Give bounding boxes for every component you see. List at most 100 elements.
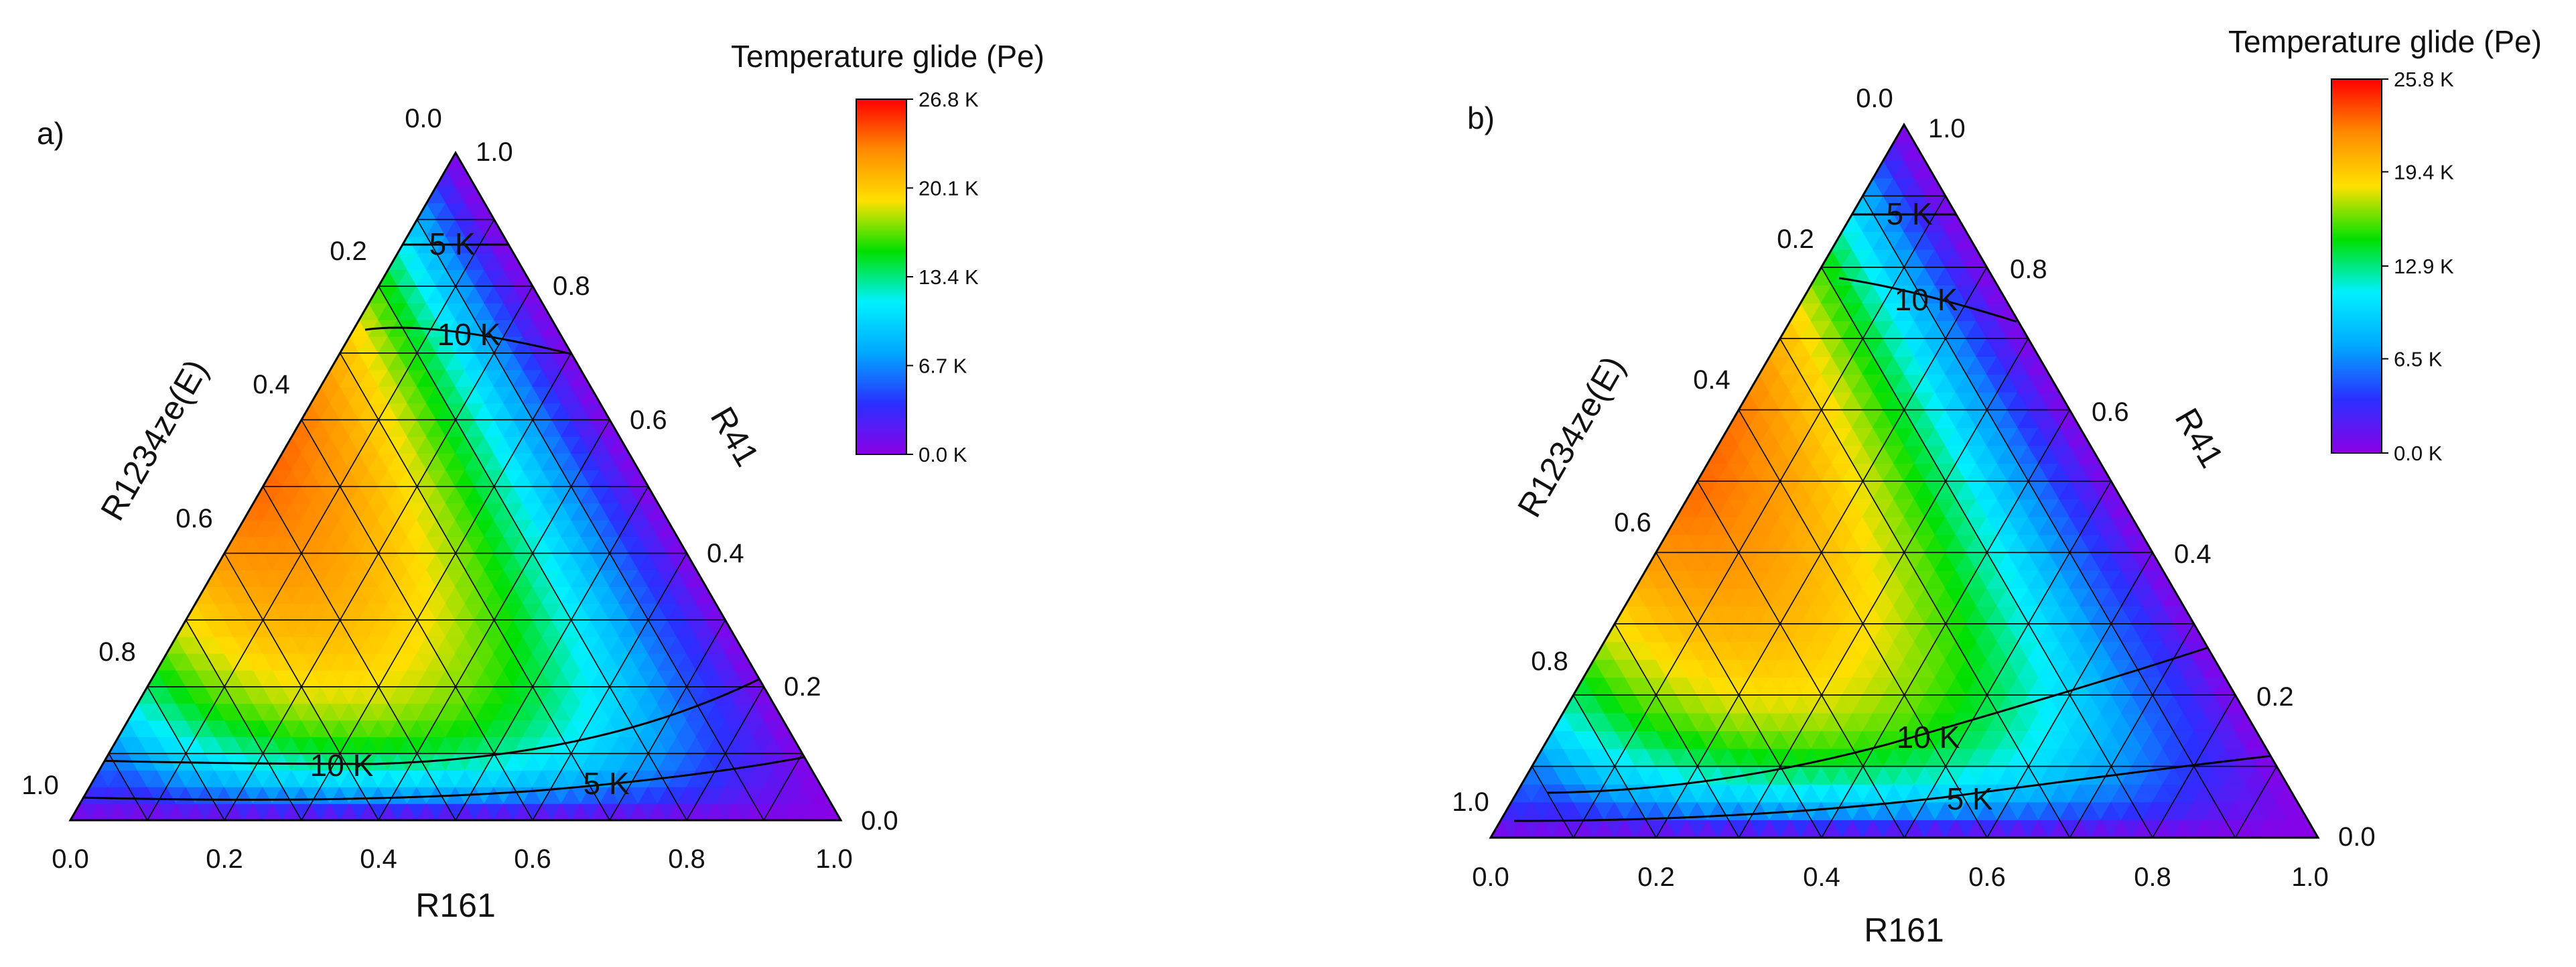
axis-title-bottom-a: R161 [415,887,496,924]
tick-right-b-2: 0.4 [2174,539,2212,569]
tick-left-a-4: 0.8 [98,637,136,667]
tick-bottom-b-5: 1.0 [2291,862,2329,892]
grid-line [416,219,764,820]
colorbar-tick-label: 0.0 K [919,443,967,466]
contour-line-10k-top-a [364,326,577,357]
tick-right-a-4: 0.8 [553,271,590,301]
bottom-ticks-a: 0.0 0.2 0.4 0.6 0.8 1.0 [52,844,853,874]
colorbar-ticks-b: 25.8 K 19.4 K 12.9 K 6.5 K 0.0 K [2382,68,2454,465]
tick-bottom-a-2: 0.4 [360,844,397,874]
tick-left-b-4: 0.8 [1531,647,1568,676]
tick-bottom-a-4: 0.8 [668,844,705,874]
colorbar-tick-label: 13.4 K [919,265,979,289]
tick-right-a-0: 0.0 [861,806,898,836]
contour-lines-a [78,243,805,801]
ternary-panel-b: b) 5 K 10 K 10 K 5 K 0.0 0.2 0.4 0.6 0.8… [1452,24,2542,949]
grid-line [532,553,687,820]
tick-left-b-5: 1.0 [1452,787,1489,817]
tick-left-b-1: 0.2 [1777,224,1814,254]
tick-bottom-a-1: 0.2 [206,844,243,874]
panel-label-a: a) [37,116,64,151]
tick-right-a-2: 0.4 [707,539,744,568]
tick-left-a-1: 0.2 [330,237,367,266]
tick-bottom-a-5: 1.0 [815,844,853,874]
tick-right-a-5: 1.0 [476,137,513,167]
grid-line [262,486,456,820]
contour-label-10k-bottom-b: 10 K [1897,720,1960,755]
heatmap-cell [445,153,466,170]
bottom-ticks-b: 0.0 0.2 0.4 0.6 0.8 1.0 [1472,862,2329,892]
tick-left-a-0: 0.0 [405,104,442,133]
colorbar-tick-label: 6.5 K [2394,347,2443,371]
grid-line [301,352,572,820]
triangle-frame-a [68,150,843,822]
tick-left-a-2: 0.4 [253,370,290,399]
contour-line-10k-bottom-a [93,675,764,765]
colorbar-ticks-a: 26.8 K 20.1 K 13.4 K 6.7 K 0.0 K [906,88,979,466]
tick-bottom-b-3: 0.6 [1968,862,2006,892]
heatmap-b [1491,125,2318,838]
colorbar-tick-label: 12.9 K [2394,255,2454,278]
left-ticks-a: 0.0 0.2 0.4 0.6 0.8 1.0 [21,104,442,800]
tick-right-a-3: 0.6 [630,405,667,435]
tick-right-b-3: 0.6 [2092,397,2129,427]
colorbar-gradient-b [2331,78,2382,454]
colorbar-tick-label: 26.8 K [919,88,979,111]
grid-line [108,753,148,820]
ternary-panel-a: a) 5 K 10 K 10 K 5 K 0.0 0.2 0.4 0.6 0.8… [21,39,1044,924]
grid-line [763,753,803,820]
tick-right-b-1: 0.2 [2256,682,2294,712]
tick-bottom-a-0: 0.0 [52,844,89,874]
tick-bottom-b-0: 0.0 [1472,862,1509,892]
contour-label-5k-top-b: 5 K [1886,196,1932,231]
colorbar-tick-label: 20.1 K [919,177,979,200]
grid-line [147,686,225,820]
tick-right-b-4: 0.8 [2010,255,2047,284]
contour-label-5k-bottom-b: 5 K [1946,781,1992,816]
grid-lines-a [108,218,803,820]
tick-bottom-a-3: 0.6 [514,844,551,874]
colorbar-title-b: Temperature glide (Pe) [2228,24,2542,59]
tick-right-b-5: 1.0 [1928,114,1966,143]
tick-right-a-1: 0.2 [784,672,821,702]
contour-label-10k-top-b: 10 K [1895,282,1958,317]
colorbar-a: Temperature glide (Pe) 26.8 K 20.1 K 13.4 … [731,39,1044,466]
axis-title-left-a: R1234ze(E) [93,353,215,527]
tick-left-b-0: 0.0 [1856,84,1893,113]
right-ticks-a: 0.0 0.2 0.4 0.6 0.8 1.0 [476,137,898,836]
tick-left-a-3: 0.6 [176,504,213,533]
grid-line [147,219,495,820]
heatmap-a [70,153,841,820]
heatmap-cell [1893,125,1915,143]
tick-left-b-3: 0.6 [1614,508,1651,537]
tick-bottom-b-2: 0.4 [1803,862,1840,892]
colorbar-tick-label: 0.0 K [2394,442,2443,465]
contour-label-5k-bottom-a: 5 K [583,766,629,801]
grid-line [455,486,649,820]
colorbar-title-a: Temperature glide (Pe) [731,39,1044,74]
tick-bottom-b-4: 0.8 [2134,862,2171,892]
contour-label-10k-top-a: 10 K [437,317,501,352]
axis-title-right-a: R41 [703,401,766,472]
contour-label-5k-top-a: 5 K [429,227,475,261]
contour-labels-a: 5 K 10 K 10 K 5 K [310,227,630,801]
tick-left-b-2: 0.4 [1693,365,1731,395]
axis-title-left-b: R1234ze(E) [1510,350,1632,523]
grid-line [609,619,726,820]
colorbar-tick-label: 19.4 K [2394,160,2454,184]
axis-title-right-b: R41 [2168,402,2231,474]
contour-label-10k-bottom-a: 10 K [310,748,374,783]
grid-line [185,619,302,820]
tick-right-b-0: 0.0 [2338,822,2376,852]
contour-line-5k-bottom-a [78,756,805,801]
grid-line [686,686,764,820]
colorbar-b: Temperature glide (Pe) 25.8 K 19.4 K 12.9 … [2228,24,2542,465]
tick-left-a-5: 1.0 [21,771,59,800]
grid-line [224,553,379,820]
colorbar-gradient-a [856,99,907,455]
colorbar-tick-label: 6.7 K [919,354,967,378]
axis-title-bottom-b: R161 [1864,911,1944,949]
colorbar-tick-label: 25.8 K [2394,68,2454,91]
panel-label-b: b) [1467,101,1495,135]
